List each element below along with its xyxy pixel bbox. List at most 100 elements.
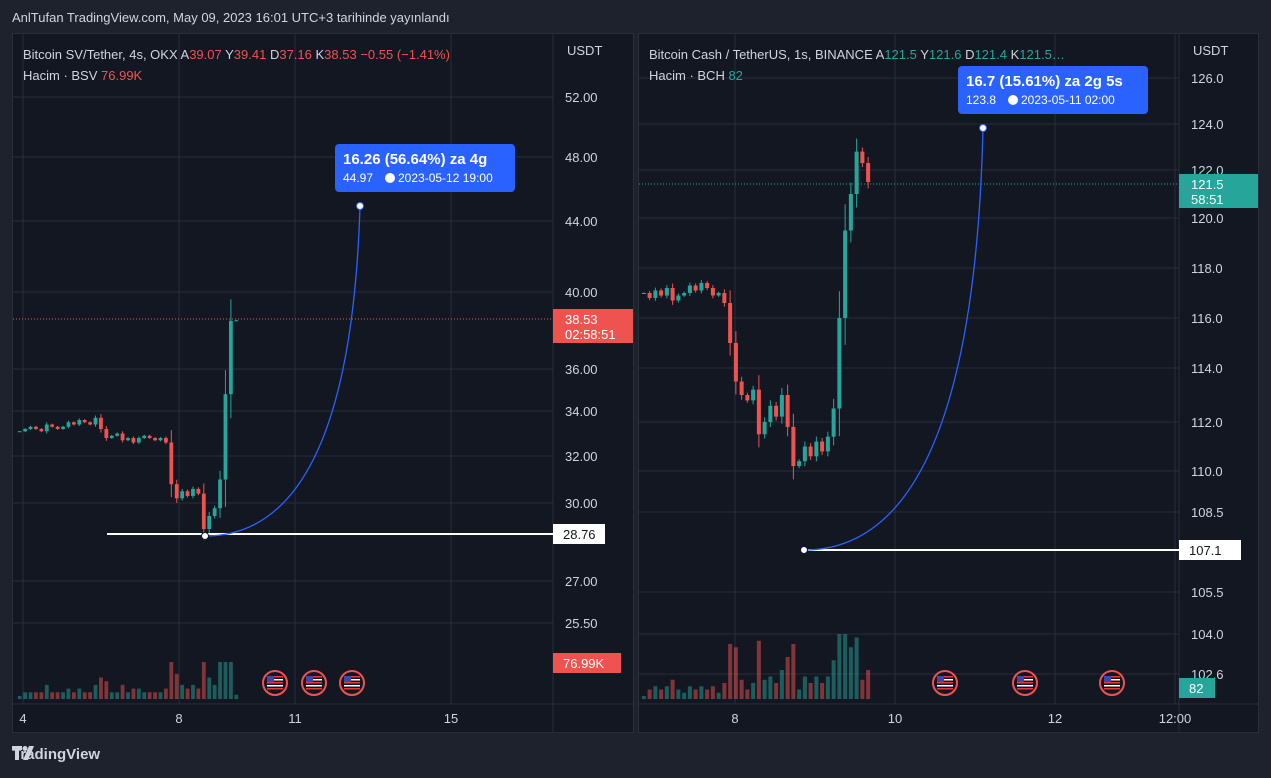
candle-body [228, 320, 233, 395]
candle-body [722, 293, 727, 303]
flag-canton [344, 676, 351, 682]
volume-bar [779, 670, 784, 699]
candle-body [147, 435, 152, 438]
volume-legend-value: 82 [728, 68, 742, 83]
flag-stripe [267, 676, 283, 678]
candle-body [164, 438, 168, 443]
volume-bar [854, 637, 859, 699]
legend-low: 121.4 [974, 47, 1010, 62]
candle-body [664, 288, 669, 296]
bsv-chart-svg[interactable]: Bitcoin SV/Tether, 4s, OKX A39.07 Y39.41… [13, 34, 633, 732]
candle-body [768, 405, 773, 422]
volume-bar [687, 686, 692, 699]
candle-body [223, 394, 228, 480]
candle-body [61, 426, 65, 429]
y-tick-label: 34.00 [565, 404, 598, 419]
x-tick-label: 8 [731, 711, 738, 726]
footer-brand: TradingView [12, 746, 101, 763]
candle-body [50, 424, 55, 427]
legend-low: 37.16 [279, 47, 315, 62]
x-tick-label: 10 [888, 711, 902, 726]
flag-stripe [1104, 688, 1120, 690]
flag-stripe [1104, 685, 1120, 687]
volume-bar [722, 683, 727, 699]
volume-bar [647, 689, 652, 699]
volume-bar [158, 692, 163, 699]
projection-start-point [201, 532, 209, 540]
candle-body [115, 433, 120, 436]
volume-bar [791, 644, 796, 699]
y-tick-label: 105.5 [1191, 585, 1224, 600]
chart-pane-bch[interactable]: Bitcoin Cash / TetherUS, 1s, BINANCE A12… [638, 33, 1259, 733]
volume-bar [120, 684, 125, 699]
candle-body [109, 435, 114, 438]
volume-bar [785, 657, 790, 699]
bch-chart-svg[interactable]: Bitcoin Cash / TetherUS, 1s, BINANCE A12… [639, 34, 1258, 732]
horizontal-line-label-box [553, 524, 605, 544]
flag-stripe [267, 679, 283, 681]
volume-bar [77, 688, 82, 699]
projection-price: 123.8 [966, 93, 996, 107]
volume-bar [728, 644, 733, 699]
volume-legend: Hacim · BCH 82 [649, 68, 743, 83]
volume-bar [848, 647, 853, 699]
candle-body [88, 422, 92, 425]
volume-bar [66, 688, 71, 699]
candle-body [44, 424, 49, 432]
projection-label-box [958, 66, 1148, 114]
y-tick-label: 40.00 [565, 285, 598, 300]
candle-body [126, 438, 130, 441]
candle-body [99, 417, 103, 429]
candle-body [136, 438, 141, 443]
volume-bar [699, 686, 704, 699]
candle-body [185, 491, 190, 496]
legend-close: 38.53 [324, 47, 360, 62]
volume-bar [682, 692, 687, 699]
x-tick-label: 11 [288, 711, 302, 726]
volume-bar [234, 694, 239, 699]
projection-price: 44.97 [343, 171, 373, 185]
volume-bar [191, 684, 195, 699]
last-price-value: 38.53 [565, 312, 598, 327]
chart-pane-bsv[interactable]: Bitcoin SV/Tether, 4s, OKX A39.07 Y39.41… [12, 33, 634, 733]
candle-body [728, 303, 733, 343]
publication-header: AnlTufan TradingView.com, May 09, 2023 1… [12, 10, 450, 25]
candle-body [779, 395, 784, 417]
y-tick-label: 112.0 [1191, 415, 1223, 430]
candle-body [860, 151, 865, 164]
volume-bar [34, 692, 38, 699]
y-tick-label: 108.5 [1191, 505, 1224, 520]
volume-bar [39, 692, 44, 699]
horizontal-line-value: 107.1 [1189, 543, 1222, 558]
flag-stripe [1017, 688, 1033, 690]
legend-change: −0.55 (−1.41%) [360, 47, 450, 62]
candle-body [745, 395, 750, 401]
volume-bar [814, 676, 819, 699]
y-tick-label: 120.0 [1191, 211, 1224, 226]
flag-stripe [937, 685, 953, 687]
volume-bar [797, 689, 802, 699]
y-tick-label: 126.0 [1191, 71, 1224, 86]
volume-bar [762, 679, 767, 699]
flag-canton [306, 676, 313, 682]
volume-bar [82, 692, 87, 699]
volume-label-box [553, 653, 621, 673]
candle-body [77, 420, 82, 425]
volume-bar [207, 677, 212, 699]
projection-change: 16.26 (56.64%) za 4g [343, 151, 487, 168]
volume-bar [733, 647, 738, 699]
volume-bar [61, 692, 65, 699]
y-tick-label: 48.00 [565, 150, 598, 165]
volume-bar [860, 679, 865, 699]
flag-stripe [1017, 685, 1033, 687]
candle-body [153, 438, 157, 441]
clock-icon [1008, 95, 1018, 105]
last-price-countdown: 58:51 [1191, 192, 1224, 207]
tradingview-footer[interactable]: TradingView [12, 746, 100, 763]
volume-bar [831, 660, 836, 699]
candle-body [814, 441, 819, 457]
volume-bar [44, 684, 49, 699]
volume-bar [751, 683, 756, 699]
horizontal-line-label-box [1179, 540, 1241, 560]
flag-canton [937, 676, 944, 682]
